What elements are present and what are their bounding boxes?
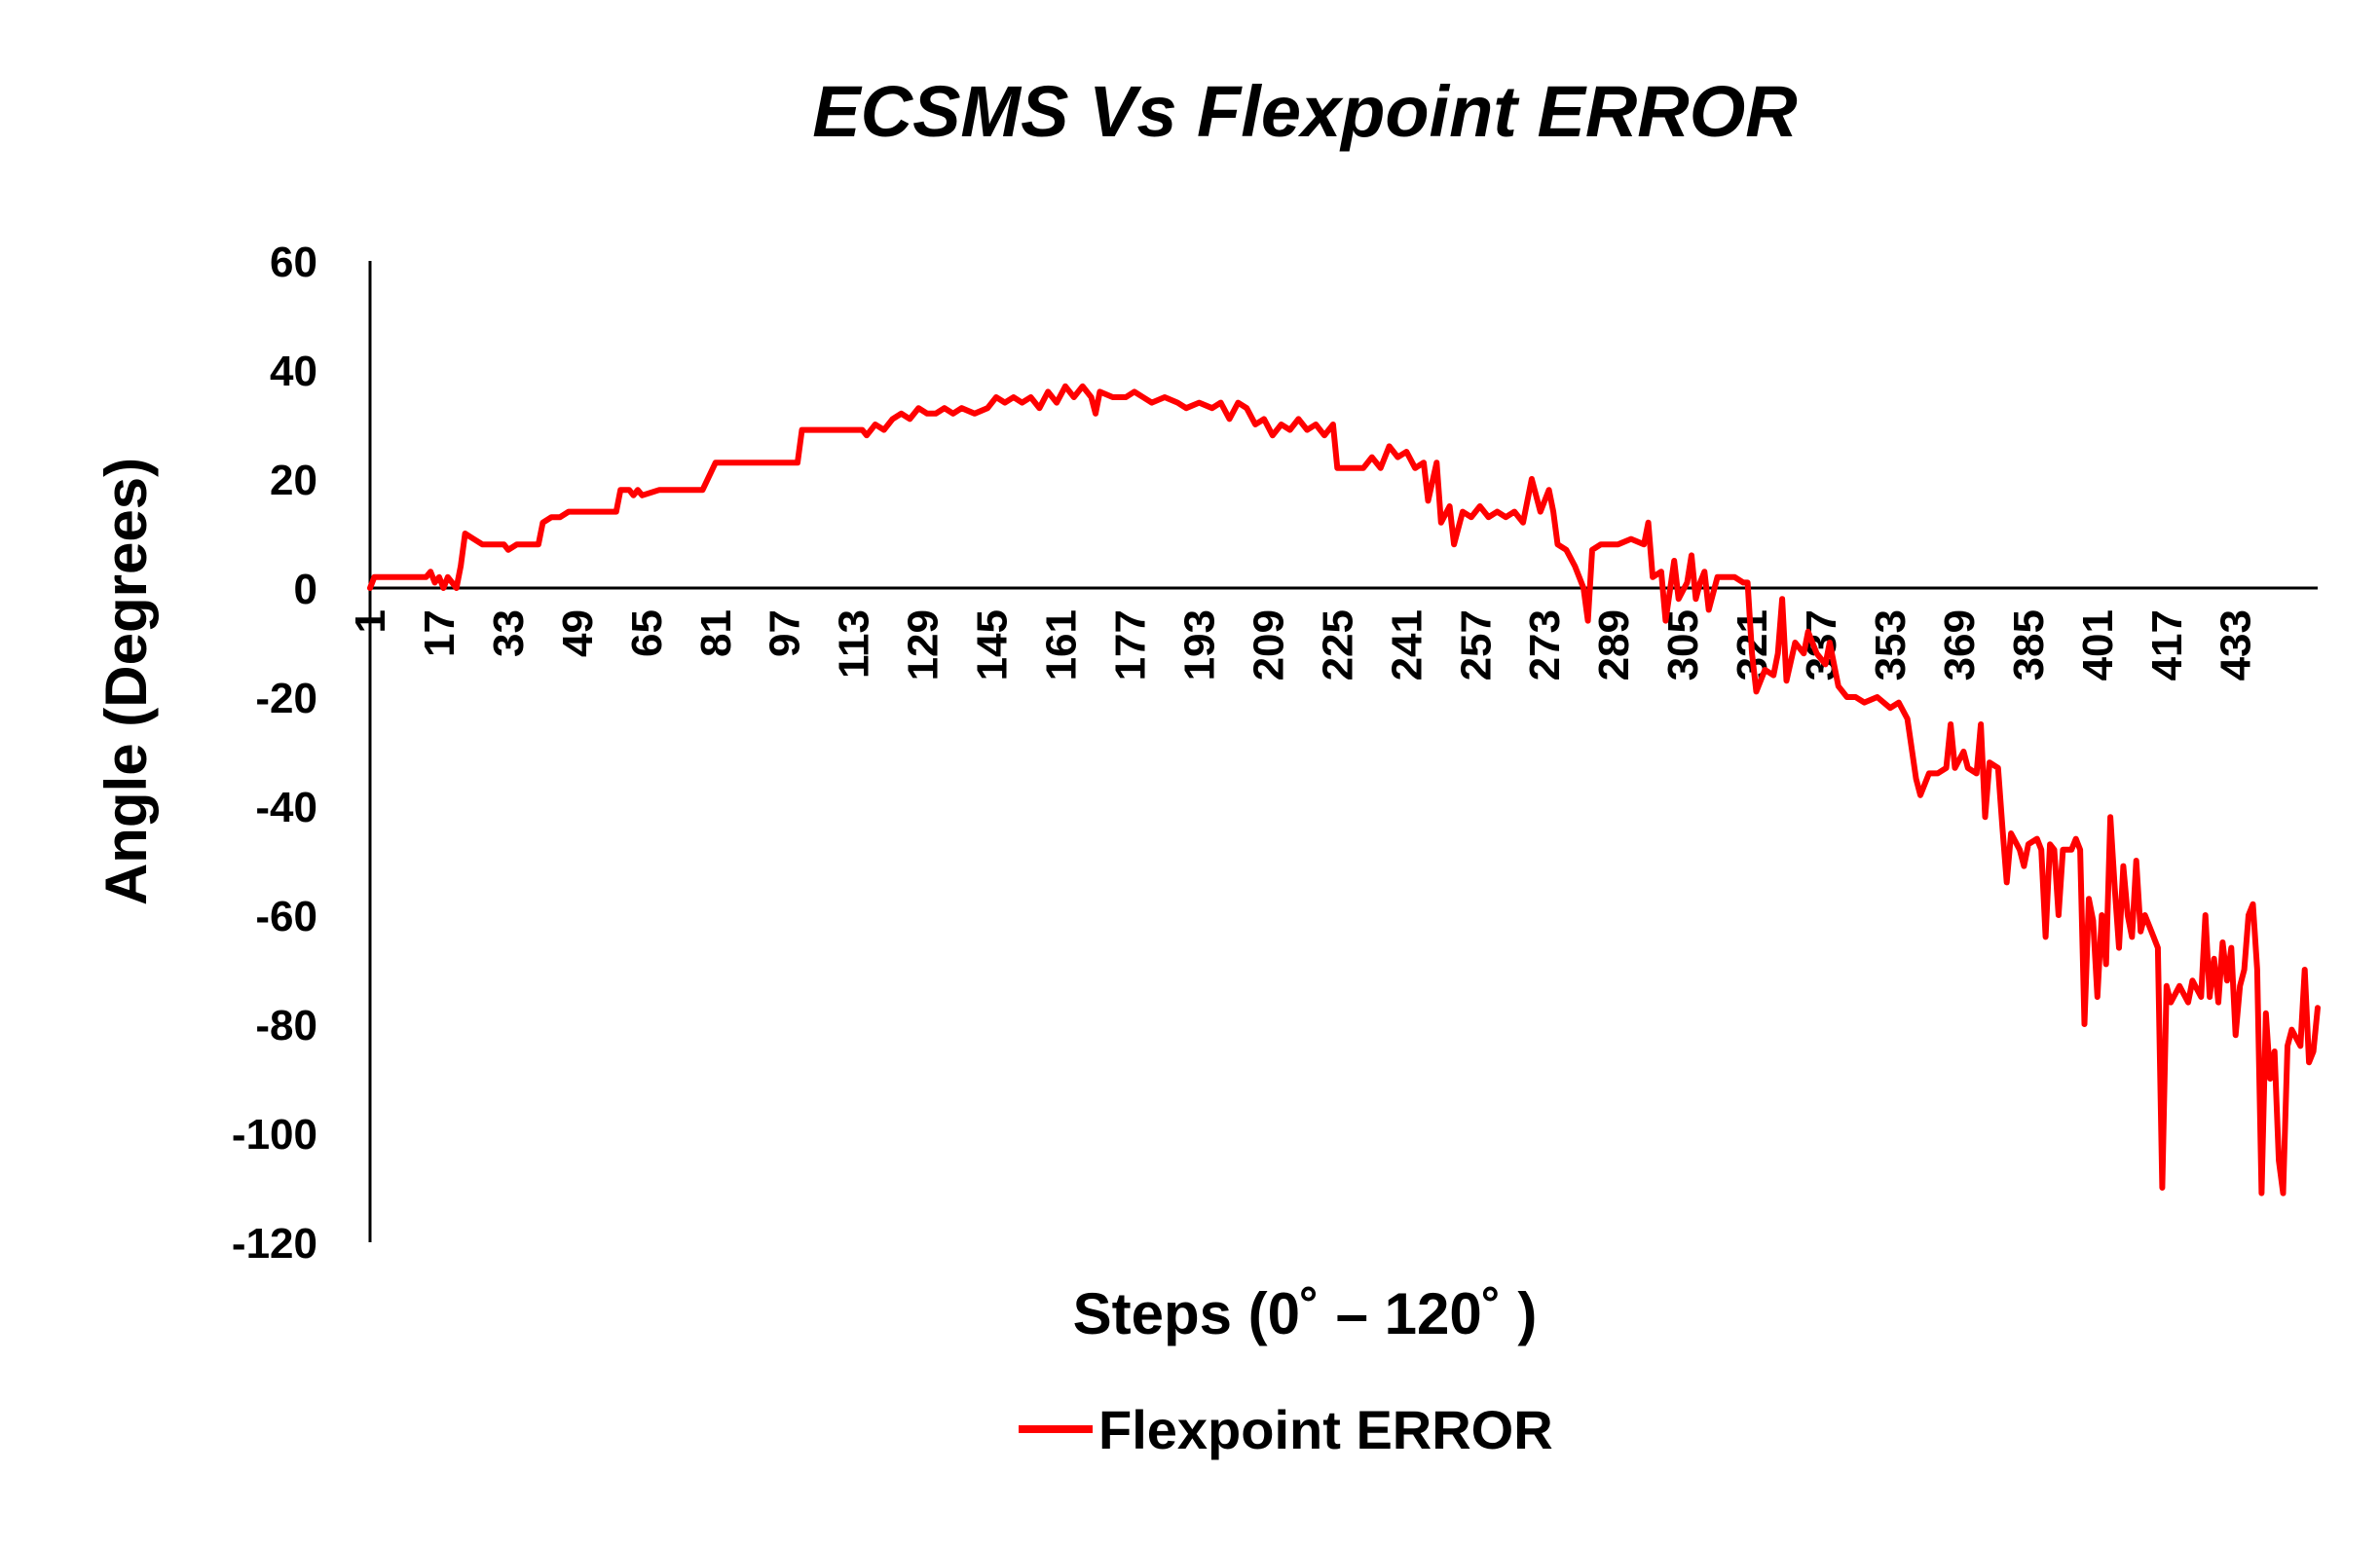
x-tick-label: 97 — [762, 609, 809, 657]
x-tick-label: 225 — [1314, 609, 1361, 681]
x-tick-label: 241 — [1383, 609, 1431, 681]
chart-title: ECSMS Vs Flexpoint ERROR — [812, 71, 1797, 152]
x-axis-title: Steps (0˚ – 120˚ ) — [1073, 1281, 1538, 1346]
x-tick-label: 417 — [2143, 609, 2191, 681]
x-tick-label: 433 — [2213, 609, 2260, 681]
x-tick-label: 49 — [554, 609, 602, 657]
x-tick-label: 353 — [1867, 609, 1915, 681]
x-tick-label: 273 — [1521, 609, 1569, 681]
y-tick-label: 0 — [294, 566, 317, 613]
legend: Flexpoint ERROR — [1019, 1399, 1553, 1460]
x-tick-label: 289 — [1590, 609, 1638, 681]
x-tick-label: 145 — [969, 609, 1017, 681]
x-tick-label: 385 — [2005, 609, 2053, 681]
y-tick-label: -60 — [255, 893, 317, 940]
x-tick-label: 177 — [1106, 609, 1154, 681]
x-tick-label: 209 — [1245, 609, 1292, 681]
y-tick-label: 20 — [270, 457, 317, 504]
y-tick-label: 60 — [270, 239, 317, 286]
legend-label: Flexpoint ERROR — [1098, 1399, 1553, 1460]
y-axis-title: Angle (Degrees) — [93, 458, 159, 905]
x-tick-label: 193 — [1175, 609, 1223, 681]
y-tick-label: 40 — [270, 348, 317, 395]
y-tick-label: -80 — [255, 1002, 317, 1049]
x-axis-ticks: 1173349658197113129145161177193209225241… — [347, 609, 2260, 681]
x-tick-label: 65 — [623, 609, 671, 657]
y-tick-label: -40 — [255, 784, 317, 831]
y-axis-ticks: 60 40 20 0 -20 -40 -60 -80 -100 -120 — [232, 239, 317, 1268]
y-tick-label: -20 — [255, 675, 317, 722]
x-tick-label: 113 — [831, 609, 878, 679]
x-tick-label: 401 — [2074, 609, 2122, 681]
x-tick-label: 369 — [1936, 609, 1984, 681]
series-line-flexpoint-error — [367, 383, 2321, 1196]
x-tick-label: 129 — [900, 609, 948, 681]
x-tick-label: 17 — [416, 609, 464, 657]
x-tick-label: 81 — [692, 609, 740, 657]
y-tick-label: -120 — [232, 1220, 317, 1268]
x-tick-label: 257 — [1452, 609, 1500, 681]
x-tick-label: 33 — [485, 609, 533, 657]
x-tick-label: 161 — [1038, 609, 1086, 681]
y-tick-label: -100 — [232, 1111, 317, 1159]
